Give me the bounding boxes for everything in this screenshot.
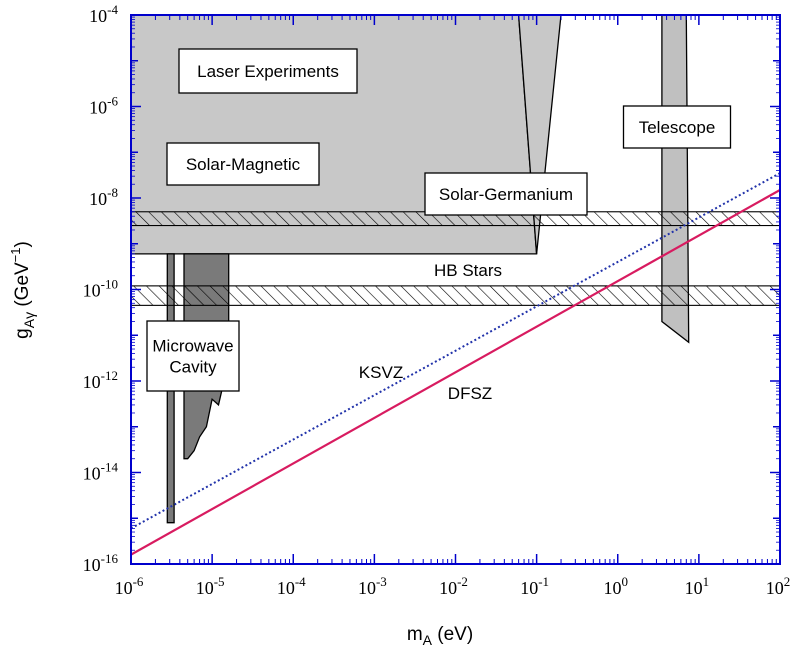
label-solar-magnetic: Solar-Magnetic (166, 142, 320, 186)
line-dfsz (131, 188, 780, 556)
svg-text:Solar-Magnetic: Solar-Magnetic (186, 155, 301, 174)
y-tick-label: 10-14 (83, 460, 119, 484)
x-tick-label: 10-4 (277, 574, 306, 598)
hatched-band-1 (131, 285, 780, 306)
label-solar-germanium: Solar-Germanium (424, 172, 588, 216)
x-tick-label: 100 (604, 574, 629, 598)
x-tick-label: 102 (766, 574, 791, 598)
x-tick-label: 10-1 (520, 574, 549, 598)
label-hb-stars: HB Stars (434, 261, 502, 280)
y-tick-label: 10-8 (89, 185, 118, 209)
y-tick-label: 10-12 (83, 368, 118, 392)
label-dfsz: DFSZ (448, 384, 492, 403)
svg-text:Laser Experiments: Laser Experiments (197, 62, 339, 81)
y-tick-label: 10-6 (89, 94, 118, 118)
line-ksvz (131, 172, 780, 530)
y-tick-label: 10-10 (83, 277, 118, 301)
x-tick-label: 10-2 (439, 574, 468, 598)
svg-text:Microwave: Microwave (152, 337, 233, 356)
x-tick-label: 10-6 (115, 574, 144, 598)
x-axis-label: mA (eV) (407, 624, 473, 648)
label-telescope: Telescope (622, 105, 732, 149)
x-tick-label: 10-5 (196, 574, 225, 598)
label-ksvz: KSVZ (359, 363, 403, 382)
svg-text:Solar-Germanium: Solar-Germanium (439, 185, 573, 204)
x-tick-label: 10-3 (358, 574, 387, 598)
region-solar-germanium (517, 15, 562, 254)
y-tick-label: 10-16 (83, 551, 119, 575)
x-tick-label: 101 (685, 574, 710, 598)
svg-text:Cavity: Cavity (169, 358, 217, 377)
svg-text:Telescope: Telescope (639, 118, 716, 137)
y-axis-label: gAγ (GeV−1) (8, 241, 37, 339)
label-laser-experiments: Laser Experiments (178, 48, 358, 94)
label-microwave-cavity: Microwave Cavity (146, 320, 240, 392)
y-tick-label: 10-4 (89, 2, 118, 26)
